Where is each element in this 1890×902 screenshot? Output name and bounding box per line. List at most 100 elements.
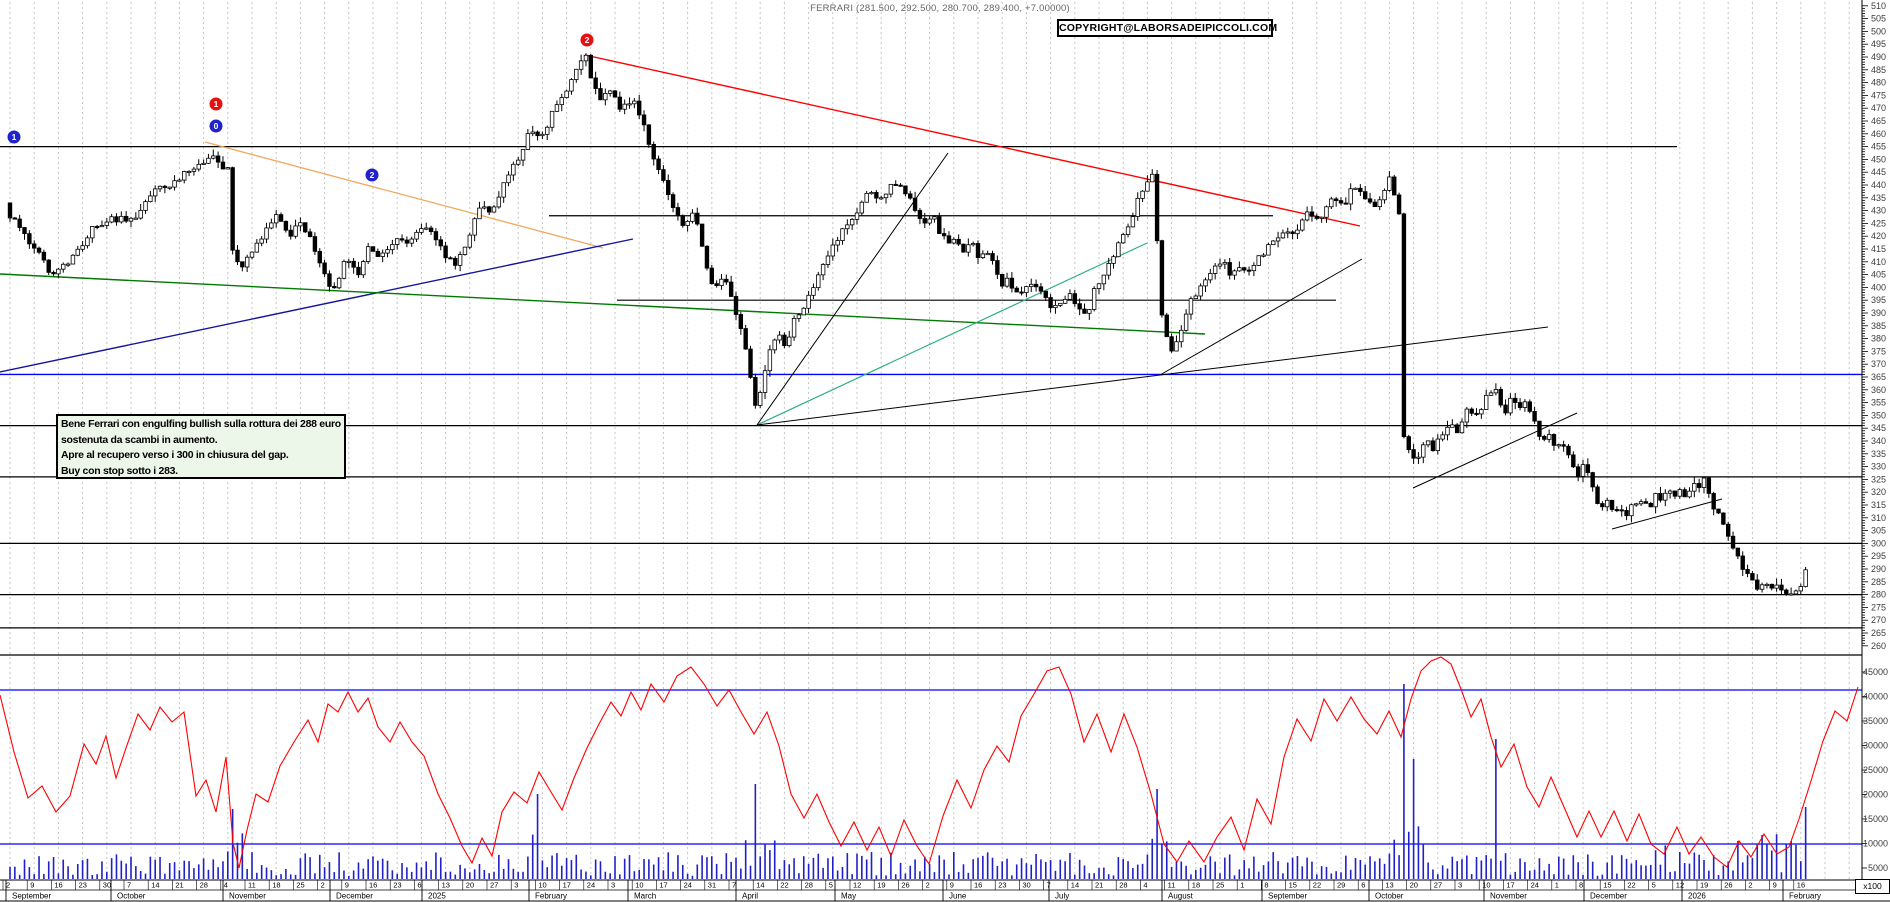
- svg-text:15: 15: [1289, 881, 1297, 890]
- svg-text:23: 23: [998, 881, 1006, 890]
- svg-text:10: 10: [1482, 881, 1490, 890]
- svg-text:13: 13: [442, 881, 450, 890]
- svg-text:10: 10: [635, 881, 643, 890]
- note-line-4: Buy con stop sotto i 283.: [61, 464, 178, 477]
- svg-text:425: 425: [1871, 218, 1886, 228]
- svg-text:45000: 45000: [1863, 667, 1888, 677]
- svg-text:390: 390: [1871, 308, 1886, 318]
- svg-text:365: 365: [1871, 372, 1886, 382]
- black-fan-shallow: [756, 326, 1549, 426]
- svg-text:405: 405: [1871, 270, 1886, 280]
- svg-text:510: 510: [1871, 1, 1886, 11]
- svg-text:475: 475: [1871, 90, 1886, 100]
- svg-text:14: 14: [151, 881, 159, 890]
- svg-text:290: 290: [1871, 564, 1886, 574]
- axes: 510 505 500 495 490 485 480 475 470 465 460 455 450 4…: [1861, 0, 1888, 880]
- svg-text:28: 28: [805, 881, 813, 890]
- svg-text:25: 25: [296, 881, 304, 890]
- svg-text:1: 1: [1240, 881, 1244, 890]
- lower-panel: [0, 689, 1862, 845]
- svg-text:18: 18: [272, 881, 280, 890]
- svg-text:16: 16: [974, 881, 982, 890]
- svg-text:330: 330: [1871, 462, 1886, 472]
- red-downtrend: [584, 54, 1361, 227]
- svg-text:27: 27: [490, 881, 498, 890]
- svg-text:370: 370: [1871, 359, 1886, 369]
- svg-text:2: 2: [926, 881, 930, 890]
- svg-text:2: 2: [1748, 881, 1752, 890]
- svg-text:17: 17: [659, 881, 667, 890]
- note-line-2: sostenuta da scambi in aumento.: [61, 433, 218, 446]
- chart-title: FERRARI (281.500, 292.500, 280.700, 289.…: [810, 3, 1070, 14]
- svg-text:9: 9: [950, 881, 954, 890]
- svg-text:2: 2: [585, 35, 590, 45]
- svg-text:460: 460: [1871, 129, 1886, 139]
- wave-marker: [209, 119, 223, 133]
- svg-text:14: 14: [756, 881, 764, 890]
- svg-text:5: 5: [829, 881, 833, 890]
- month-label: May: [841, 892, 856, 901]
- svg-text:340: 340: [1871, 436, 1886, 446]
- svg-text:480: 480: [1871, 78, 1886, 88]
- wave-marker: [365, 168, 379, 182]
- svg-text:25: 25: [1216, 881, 1224, 890]
- svg-text:400: 400: [1871, 282, 1886, 292]
- svg-text:31: 31: [708, 881, 716, 890]
- svg-text:13: 13: [1385, 881, 1393, 890]
- svg-text:15: 15: [1603, 881, 1611, 890]
- svg-text:275: 275: [1871, 602, 1886, 612]
- month-label: 2025: [428, 892, 446, 901]
- svg-text:7: 7: [127, 881, 131, 890]
- svg-text:24: 24: [587, 881, 595, 890]
- note-line-3: Apre al recupero verso i 300 in chiusura…: [61, 449, 289, 461]
- svg-text:11: 11: [1168, 881, 1176, 890]
- svg-text:12: 12: [1676, 881, 1684, 890]
- svg-text:9: 9: [30, 881, 34, 890]
- svg-text:24: 24: [1531, 881, 1539, 890]
- svg-text:23: 23: [393, 881, 401, 890]
- month-label: February: [535, 892, 567, 901]
- candles: [7, 53, 1808, 596]
- svg-text:2: 2: [6, 881, 10, 890]
- volume-scale-label: x100: [1855, 879, 1890, 894]
- svg-text:505: 505: [1871, 14, 1886, 24]
- svg-text:260: 260: [1871, 641, 1886, 651]
- month-label: September: [1268, 892, 1307, 901]
- svg-text:1: 1: [214, 99, 219, 109]
- svg-text:10000: 10000: [1863, 839, 1888, 849]
- svg-text:21: 21: [175, 881, 183, 890]
- svg-text:4: 4: [1143, 881, 1147, 890]
- navy-uptrend: [0, 238, 634, 373]
- oscillator-polyline: [0, 656, 1859, 869]
- svg-text:20: 20: [1410, 881, 1418, 890]
- svg-text:9: 9: [345, 881, 349, 890]
- svg-text:295: 295: [1871, 551, 1886, 561]
- svg-text:11: 11: [248, 881, 256, 890]
- svg-text:385: 385: [1871, 321, 1886, 331]
- svg-text:26: 26: [1724, 881, 1732, 890]
- green-downtrend: [0, 273, 1206, 335]
- svg-text:485: 485: [1871, 65, 1886, 75]
- volume-bars: [9, 684, 1807, 879]
- svg-text:2: 2: [370, 170, 375, 180]
- svg-text:17: 17: [563, 881, 571, 890]
- svg-text:360: 360: [1871, 385, 1886, 395]
- svg-text:19: 19: [1700, 881, 1708, 890]
- month-label: August: [1168, 892, 1194, 901]
- svg-text:1: 1: [1555, 881, 1559, 890]
- svg-text:24: 24: [684, 881, 692, 890]
- svg-text:5: 5: [1652, 881, 1656, 890]
- orange-downtrend: [204, 141, 604, 249]
- note-line-1: Bene Ferrari con engulfing bullish sulla…: [61, 418, 341, 430]
- month-label: October: [1375, 892, 1404, 901]
- svg-text:270: 270: [1871, 615, 1886, 625]
- svg-text:300: 300: [1871, 538, 1886, 548]
- month-label: September: [12, 892, 51, 901]
- svg-text:315: 315: [1871, 500, 1886, 510]
- svg-text:25000: 25000: [1863, 765, 1888, 775]
- svg-text:30000: 30000: [1863, 741, 1888, 751]
- svg-text:450: 450: [1871, 154, 1886, 164]
- svg-text:2: 2: [321, 881, 325, 890]
- svg-text:28: 28: [1119, 881, 1127, 890]
